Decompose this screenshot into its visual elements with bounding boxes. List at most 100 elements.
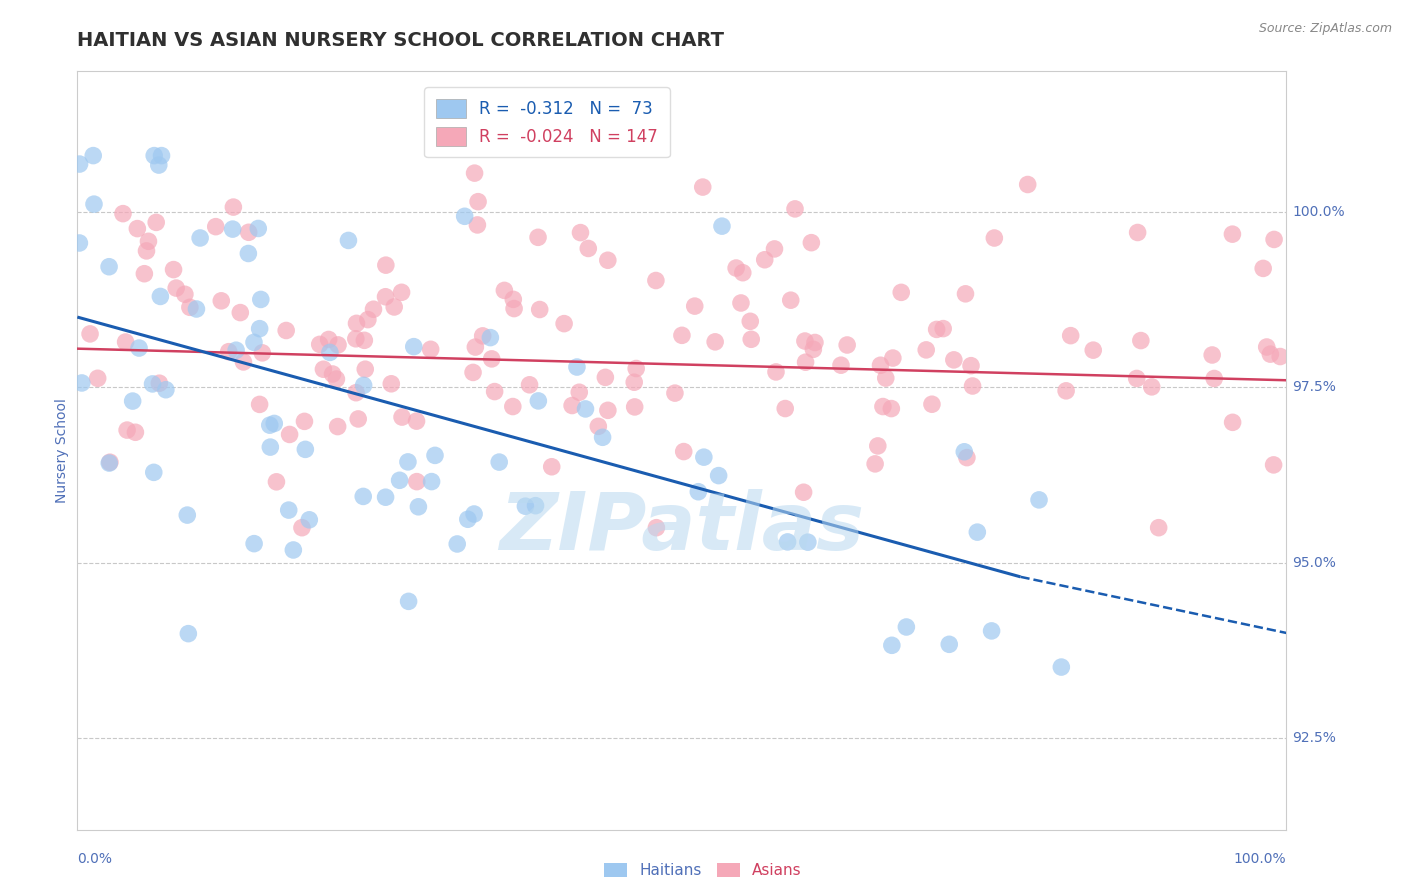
Point bbox=[463, 507, 485, 521]
Point bbox=[318, 333, 340, 347]
Point bbox=[405, 414, 427, 428]
Point bbox=[1054, 384, 1077, 398]
Point bbox=[623, 400, 645, 414]
Point bbox=[420, 475, 443, 489]
Point bbox=[464, 340, 486, 354]
Point bbox=[232, 355, 254, 369]
Point bbox=[446, 537, 468, 551]
Point bbox=[419, 343, 441, 357]
Point bbox=[291, 521, 314, 535]
Point bbox=[502, 293, 524, 307]
Point bbox=[405, 475, 427, 489]
Point bbox=[155, 383, 177, 397]
Point bbox=[177, 626, 200, 640]
Point bbox=[67, 235, 90, 250]
Point bbox=[266, 475, 288, 489]
Point bbox=[346, 317, 368, 331]
Point bbox=[1125, 371, 1147, 385]
Point bbox=[880, 401, 903, 416]
Point bbox=[308, 337, 330, 351]
Point bbox=[596, 253, 619, 268]
Point bbox=[165, 281, 187, 295]
Point bbox=[576, 242, 599, 256]
Point bbox=[238, 225, 260, 239]
Point bbox=[294, 414, 316, 428]
Point bbox=[783, 202, 806, 216]
Point bbox=[98, 260, 121, 274]
Point bbox=[148, 376, 170, 391]
Text: 95.0%: 95.0% bbox=[1292, 556, 1337, 570]
Point bbox=[150, 148, 173, 162]
Point bbox=[1060, 328, 1083, 343]
Point bbox=[942, 352, 965, 367]
Point bbox=[221, 222, 243, 236]
Point bbox=[740, 314, 762, 328]
Point bbox=[176, 508, 198, 522]
Point bbox=[1050, 660, 1073, 674]
Point bbox=[710, 219, 733, 234]
Point bbox=[692, 180, 714, 194]
Point bbox=[374, 258, 396, 272]
Point bbox=[252, 346, 274, 360]
Point bbox=[249, 321, 271, 335]
Point bbox=[186, 301, 208, 316]
Point bbox=[312, 362, 335, 376]
Point bbox=[596, 403, 619, 417]
Legend: Haitians, Asians: Haitians, Asians bbox=[598, 857, 808, 884]
Point bbox=[623, 376, 645, 390]
Point bbox=[671, 328, 693, 343]
Point bbox=[863, 457, 886, 471]
Point bbox=[980, 624, 1002, 638]
Point bbox=[374, 490, 396, 504]
Point bbox=[515, 500, 537, 514]
Point bbox=[243, 335, 266, 350]
Point bbox=[890, 285, 912, 300]
Point bbox=[672, 444, 695, 458]
Point bbox=[763, 242, 786, 256]
Point bbox=[527, 393, 550, 408]
Point bbox=[83, 197, 105, 211]
Point bbox=[138, 235, 160, 249]
Point bbox=[391, 285, 413, 300]
Point bbox=[148, 158, 170, 172]
Point bbox=[337, 234, 360, 248]
Point bbox=[398, 594, 420, 608]
Point bbox=[79, 326, 101, 341]
Point bbox=[983, 231, 1005, 245]
Point bbox=[479, 330, 502, 344]
Point bbox=[779, 293, 801, 308]
Point bbox=[98, 456, 121, 470]
Point bbox=[1017, 178, 1039, 192]
Point bbox=[1147, 521, 1170, 535]
Point bbox=[134, 267, 156, 281]
Point bbox=[457, 512, 479, 526]
Point bbox=[127, 221, 149, 235]
Point bbox=[135, 244, 157, 258]
Point bbox=[423, 449, 446, 463]
Point bbox=[731, 266, 754, 280]
Point bbox=[1201, 348, 1223, 362]
Point bbox=[461, 366, 484, 380]
Point bbox=[114, 334, 136, 349]
Point bbox=[529, 302, 551, 317]
Point bbox=[141, 376, 163, 391]
Point bbox=[278, 427, 301, 442]
Y-axis label: Nursery School: Nursery School bbox=[55, 398, 69, 503]
Point bbox=[347, 412, 370, 426]
Point bbox=[363, 302, 385, 317]
Point bbox=[592, 430, 614, 444]
Point bbox=[388, 473, 411, 487]
Point bbox=[145, 215, 167, 229]
Point bbox=[645, 521, 668, 535]
Point bbox=[484, 384, 506, 399]
Point bbox=[730, 296, 752, 310]
Point bbox=[1222, 227, 1244, 242]
Point bbox=[247, 221, 270, 235]
Point bbox=[932, 321, 955, 335]
Text: HAITIAN VS ASIAN NURSERY SCHOOL CORRELATION CHART: HAITIAN VS ASIAN NURSERY SCHOOL CORRELAT… bbox=[77, 31, 724, 50]
Point bbox=[1222, 415, 1244, 429]
Point bbox=[624, 361, 647, 376]
Point bbox=[966, 525, 988, 540]
Point bbox=[218, 344, 240, 359]
Point bbox=[801, 343, 824, 357]
